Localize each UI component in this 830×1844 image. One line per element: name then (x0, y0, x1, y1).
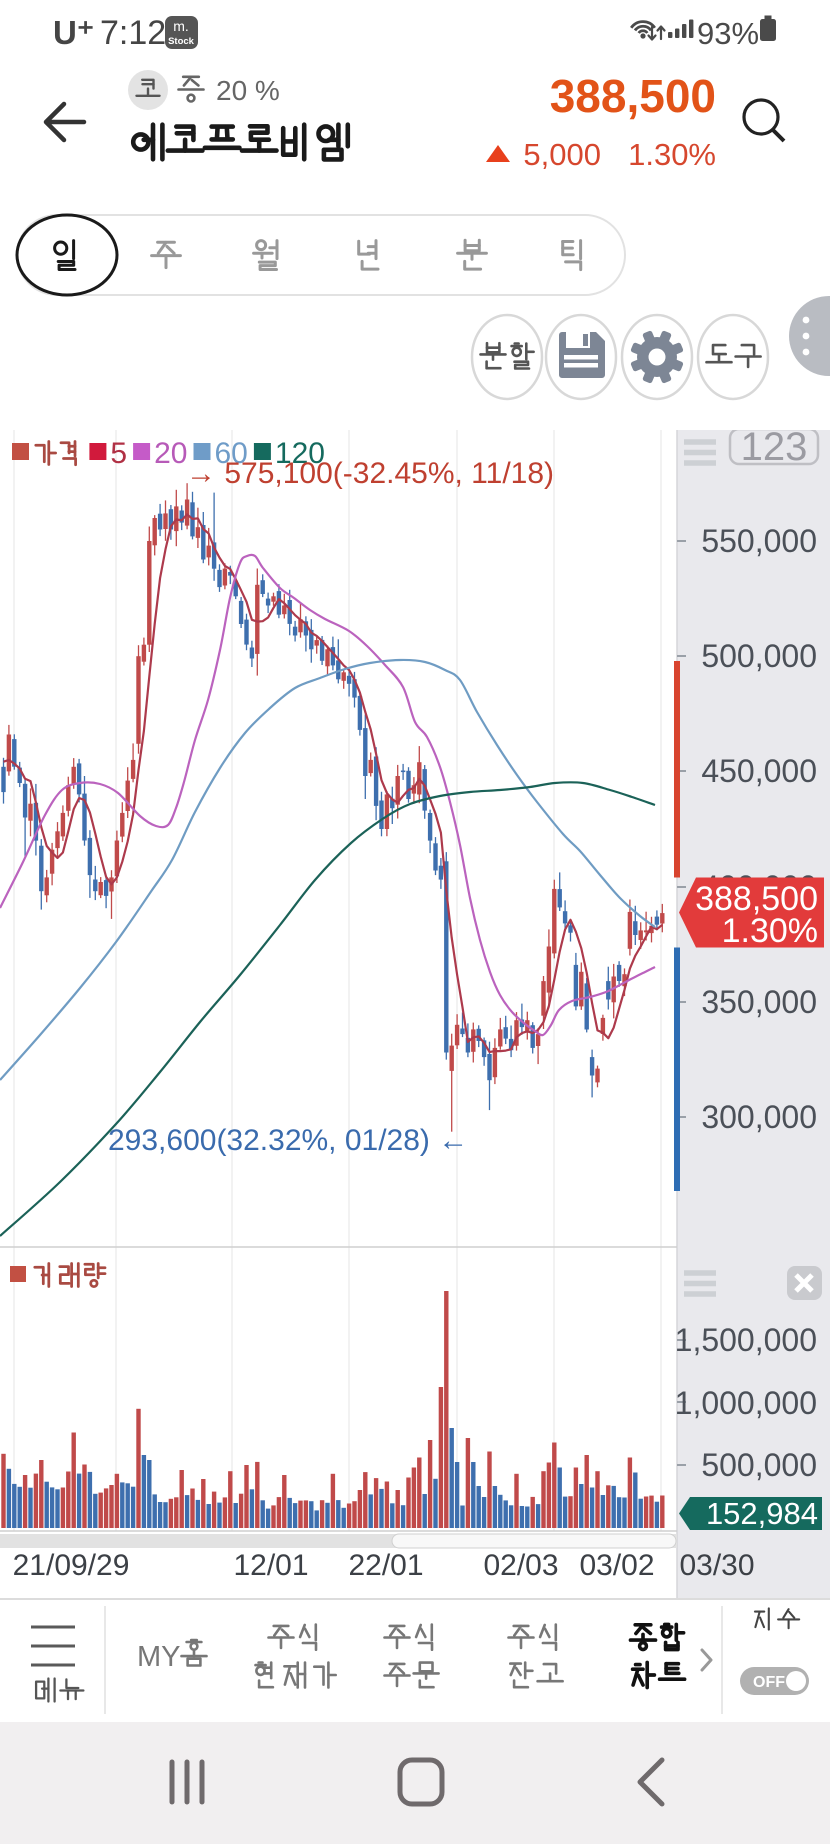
svg-text:m.: m. (173, 18, 189, 34)
svg-text:20: 20 (154, 437, 187, 470)
svg-text:120: 120 (275, 437, 325, 470)
svg-text:22/01: 22/01 (348, 1549, 423, 1582)
svg-text:123: 123 (741, 430, 808, 469)
svg-text:20 %: 20 % (216, 75, 280, 106)
svg-text:500,000: 500,000 (701, 638, 817, 674)
svg-text:60: 60 (215, 437, 248, 470)
svg-text:1,500,000: 1,500,000 (675, 1322, 817, 1358)
svg-text:OFF: OFF (753, 1674, 785, 1691)
svg-text:1.30%: 1.30% (722, 912, 818, 950)
svg-text:Stock: Stock (168, 36, 195, 47)
svg-text:152,984: 152,984 (706, 1496, 818, 1531)
svg-text:293,600(32.32%, 01/28) ←: 293,600(32.32%, 01/28) ← (108, 1124, 468, 1157)
svg-text:5,000: 5,000 (523, 137, 601, 172)
svg-text:1.30%: 1.30% (628, 137, 716, 172)
svg-text:350,000: 350,000 (701, 984, 817, 1020)
svg-text:12/01: 12/01 (233, 1549, 308, 1582)
svg-text:03/02: 03/02 (579, 1549, 654, 1582)
svg-text:388,500: 388,500 (695, 880, 818, 918)
svg-text:21/09/29: 21/09/29 (13, 1549, 130, 1582)
svg-text:03/30: 03/30 (679, 1549, 754, 1582)
svg-text:500,000: 500,000 (701, 1447, 817, 1483)
svg-text:02/03: 02/03 (483, 1549, 558, 1582)
svg-text:388,500: 388,500 (550, 70, 716, 122)
svg-text:450,000: 450,000 (701, 753, 817, 789)
svg-text:300,000: 300,000 (701, 1099, 817, 1135)
svg-text:7:12: 7:12 (100, 14, 166, 52)
svg-text:→ 575,100(-32.45%, 11/18): → 575,100(-32.45%, 11/18) (186, 457, 554, 490)
svg-text:U⁺: U⁺ (53, 14, 94, 51)
svg-text:1,000,000: 1,000,000 (675, 1385, 817, 1421)
svg-text:MY: MY (137, 1641, 181, 1673)
svg-text:93%: 93% (697, 16, 759, 51)
svg-text:5: 5 (110, 437, 127, 470)
svg-text:550,000: 550,000 (701, 523, 817, 559)
